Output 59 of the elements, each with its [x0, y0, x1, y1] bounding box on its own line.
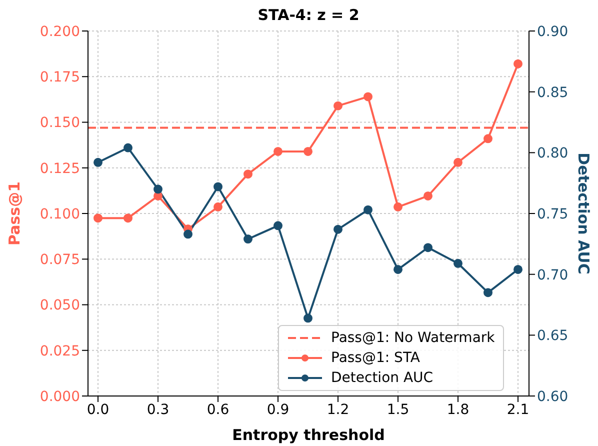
point: [514, 264, 522, 274]
point: [424, 191, 432, 200]
point: [214, 202, 222, 212]
y-tick-label: 0.125: [40, 160, 80, 177]
x-tick-label: 0.3: [146, 402, 170, 418]
point: [484, 288, 492, 298]
y2-tick-label: 0.65: [537, 328, 568, 344]
y-tick-label: 0.050: [40, 298, 80, 314]
y2-tick-label: 0.80: [537, 146, 568, 162]
point: [454, 258, 462, 268]
point: [124, 143, 132, 152]
y2-axis-title: Detection AUC: [574, 152, 593, 274]
y2-tick-label: 0.75: [537, 206, 568, 222]
point: [454, 158, 462, 167]
point: [94, 158, 102, 167]
x-axis-title: Entropy threshold: [232, 426, 385, 444]
point: [334, 224, 342, 234]
y2-tick-label: 0.85: [537, 84, 568, 101]
x-tick-label: 0.9: [266, 402, 290, 418]
x-tick-label: 1.5: [386, 402, 410, 418]
y-tick-label: 0.200: [40, 24, 80, 40]
point: [184, 230, 192, 239]
y2-tick-label: 0.70: [537, 267, 568, 284]
y2-tick-label: 0.60: [537, 388, 568, 405]
point: [364, 205, 372, 214]
point: [304, 146, 312, 156]
y-tick-label: 0.150: [40, 115, 80, 132]
y-tick-label: 0.175: [40, 70, 80, 86]
point: [304, 314, 312, 323]
y2-tick-label: 0.90: [537, 24, 568, 40]
y-axis-title: Pass@1: [5, 181, 24, 246]
point: [334, 101, 342, 110]
point: [244, 170, 252, 179]
y-tick-label: 0.000: [40, 388, 80, 405]
y-tick-label: 0.025: [40, 343, 80, 360]
y-tick-label: 0.100: [40, 206, 80, 222]
legend-label: Pass@1: No Watermark: [331, 330, 495, 346]
point: [94, 214, 102, 223]
y-tick-label: 0.075: [40, 252, 80, 268]
x-tick-label: 1.2: [326, 402, 350, 418]
point: [394, 264, 402, 274]
point: [394, 202, 402, 212]
legend-label: Detection AUC: [331, 370, 434, 386]
point: [424, 243, 432, 252]
chart-title: STA-4: z = 2: [256, 6, 360, 24]
point: [274, 221, 282, 230]
point: [514, 59, 522, 68]
point: [214, 182, 222, 192]
point: [364, 92, 372, 102]
legend-label: Pass@1: STA: [331, 350, 420, 366]
point: [124, 214, 132, 223]
x-tick-label: 0.6: [206, 402, 230, 418]
point: [484, 134, 492, 144]
x-tick-label: 0.0: [86, 402, 110, 418]
point: [274, 146, 282, 156]
point: [244, 234, 252, 244]
x-tick-label: 2.1: [506, 402, 530, 418]
x-tick-label: 1.8: [446, 402, 470, 418]
point: [154, 184, 162, 194]
